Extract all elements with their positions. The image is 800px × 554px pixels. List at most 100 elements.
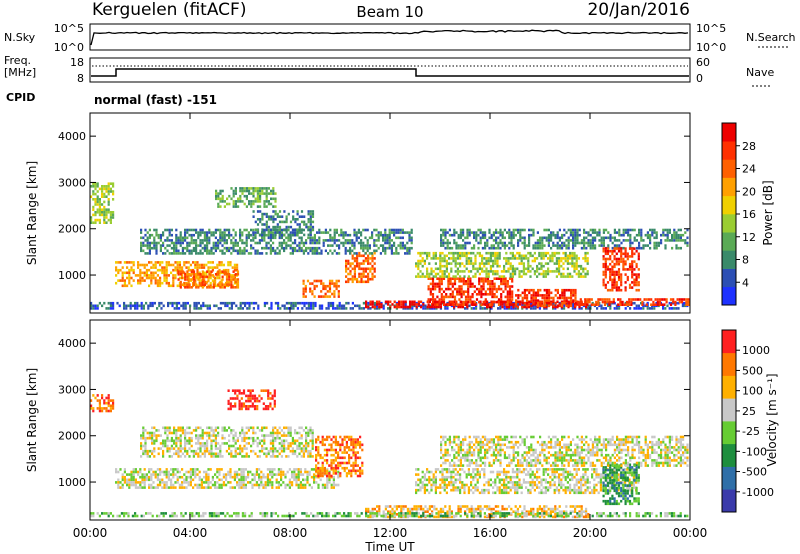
power-cell	[103, 187, 106, 191]
velocity-cell	[222, 483, 225, 487]
power-cell	[368, 236, 371, 240]
power-cell	[197, 236, 200, 240]
power-cell	[658, 300, 662, 304]
power-cell	[311, 228, 314, 232]
power-cell	[272, 236, 275, 240]
power-cell	[638, 231, 641, 234]
velocity-cell	[187, 475, 190, 479]
power-cell	[92, 208, 95, 211]
velocity-cell	[192, 468, 195, 471]
power-cell	[358, 275, 361, 278]
power-cell	[566, 254, 569, 258]
power-cell	[528, 241, 531, 245]
power-cell	[439, 254, 442, 258]
power-cell	[566, 259, 569, 263]
power-cell	[154, 266, 157, 269]
power-cell	[511, 254, 514, 258]
power-cell	[580, 264, 583, 268]
power-cell	[578, 305, 581, 309]
velocity-cell	[211, 483, 214, 487]
power-cell	[360, 307, 363, 310]
power-cell	[624, 249, 627, 253]
power-cell	[575, 264, 578, 268]
power-cell	[456, 272, 459, 276]
power-cell	[542, 251, 545, 255]
power-cell	[613, 281, 616, 284]
power-cell	[473, 303, 476, 306]
velocity-cell	[266, 481, 269, 484]
velocity-cell	[277, 486, 280, 489]
power-cell	[668, 239, 671, 242]
velocity-cell	[523, 507, 526, 511]
power-cell	[296, 301, 299, 305]
power-cell	[518, 251, 521, 255]
power-cell	[613, 228, 616, 232]
velocity-cell	[435, 507, 438, 511]
power-cell	[456, 277, 459, 280]
power-cell	[254, 231, 257, 234]
power-cell	[505, 305, 508, 309]
velocity-cell	[270, 514, 273, 518]
power-cell	[313, 241, 316, 245]
power-cell	[170, 284, 173, 288]
power-cell	[572, 288, 575, 292]
power-cell	[349, 264, 352, 268]
power-cell	[353, 264, 356, 268]
velocity-cell	[183, 473, 186, 476]
power-cell	[534, 299, 537, 302]
velocity-cell	[338, 512, 341, 515]
velocity-cell	[240, 473, 243, 476]
power-cell	[263, 228, 266, 232]
power-cell	[675, 307, 678, 310]
power-cell	[559, 296, 562, 300]
power-cell	[539, 288, 542, 292]
power-cell	[311, 225, 315, 229]
velocity-cell	[450, 515, 453, 519]
velocity-cell	[459, 510, 462, 513]
power-cell	[554, 307, 557, 310]
power-cell	[491, 290, 494, 293]
power-cell	[338, 239, 341, 242]
power-cell	[496, 262, 499, 265]
power-cell	[526, 296, 529, 300]
power-cell	[421, 251, 424, 255]
power-cell	[390, 228, 393, 232]
velocity-cell	[244, 475, 247, 479]
power-cell	[456, 287, 459, 291]
velocity-cell	[477, 507, 480, 511]
power-cell	[431, 282, 435, 286]
power-cell	[184, 252, 187, 255]
power-cell	[349, 277, 352, 281]
velocity-cell	[202, 512, 205, 515]
power-cell	[331, 282, 334, 285]
velocity-cell	[516, 507, 519, 511]
power-cell	[155, 249, 158, 253]
power-cell	[684, 231, 687, 234]
velocity-cell	[543, 515, 546, 519]
power-cell	[492, 272, 495, 276]
power-cell	[532, 296, 535, 300]
power-cell	[248, 192, 251, 195]
power-cell	[204, 304, 207, 308]
power-cell	[368, 252, 371, 255]
power-cell	[489, 251, 492, 255]
power-cell	[657, 241, 660, 245]
velocity-cell	[163, 483, 166, 487]
velocity-cell	[152, 470, 155, 474]
power-cell	[442, 298, 446, 301]
power-cell	[208, 239, 211, 242]
power-cell	[434, 287, 437, 291]
power-cell	[619, 303, 622, 306]
power-cell	[561, 244, 564, 247]
power-cell	[170, 263, 173, 267]
power-cell	[196, 284, 199, 288]
power-cell	[478, 277, 481, 280]
power-cell	[393, 231, 396, 234]
velocity-cell	[510, 507, 513, 511]
power-cell	[417, 272, 420, 276]
power-cell	[254, 252, 257, 255]
power-cell	[96, 198, 99, 201]
power-cell	[576, 236, 579, 240]
power-cell	[460, 295, 463, 299]
power-cell	[371, 233, 374, 237]
